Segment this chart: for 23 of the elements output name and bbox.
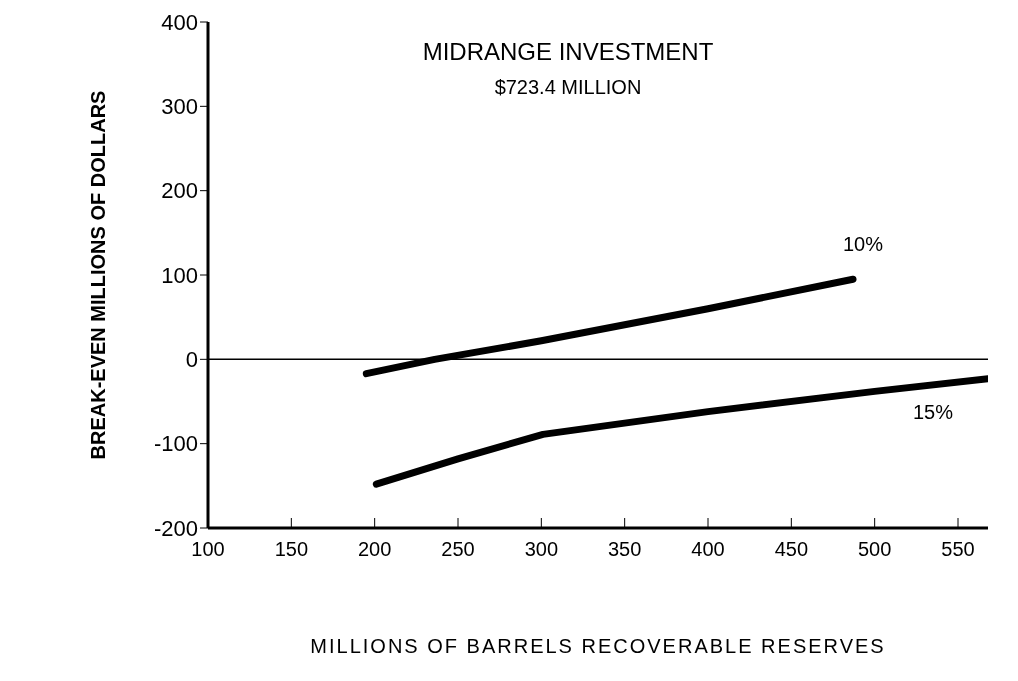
y-tick-label: 200 [161, 178, 198, 204]
y-tick-label: -100 [153, 431, 198, 457]
x-tick-label: 450 [774, 538, 809, 561]
y-tick-label: 300 [161, 94, 198, 120]
text: MIDRANGE INVESTMENT [422, 38, 714, 66]
x-tick-label: 400 [691, 538, 725, 561]
x-tick-label: 300 [524, 538, 559, 561]
series-label: 15% [913, 400, 954, 423]
x-tick-label: 550 [941, 538, 975, 561]
text: $723.4 MILLION [494, 76, 642, 99]
x-tick-label: 250 [441, 538, 475, 561]
x-axis-title: MILLIONS OF BARRELS RECOVERABLE RESERVES [310, 635, 886, 657]
x-tick-label: 200 [357, 538, 392, 561]
x-tick-label: 350 [607, 538, 642, 561]
y-tick-label: 400 [161, 9, 198, 35]
y-tick-label: -200 [153, 515, 198, 541]
series-label: 10% [843, 233, 884, 256]
x-tick-label: 100 [191, 538, 225, 561]
y-tick-label: 100 [161, 262, 198, 288]
x-tick-label: 150 [274, 538, 309, 561]
y-tick-label: 0 [185, 347, 198, 373]
x-tick-label: 500 [857, 538, 892, 561]
y-axis-title: BREAK-EVEN MILLIONS OF DOLLARS [87, 90, 110, 460]
